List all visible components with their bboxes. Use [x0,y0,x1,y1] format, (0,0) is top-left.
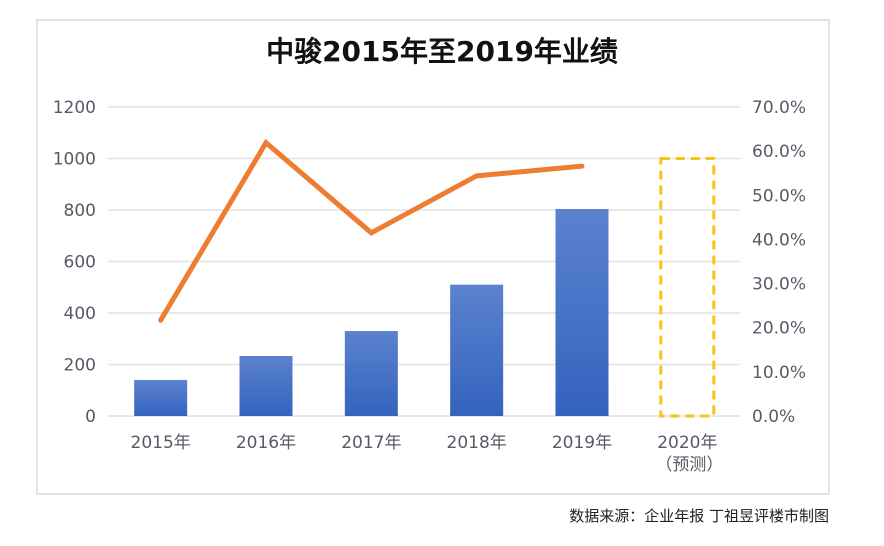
forecast-dashed-box [659,157,716,418]
left-tick-label: 1000 [53,150,96,170]
right-tick-label: 0.0% [752,407,795,427]
left-tick-label: 600 [64,253,96,273]
category-label: 2015年 [131,433,191,453]
category-label: 2020年 [657,433,717,453]
right-tick-label: 10.0% [752,363,806,383]
left-y-axis: 0 200 400 600 800 1000 1200 [53,98,96,427]
bar [239,356,293,416]
x-axis-labels: 2015年 2016年 2017年 2018年 2019年 2020年（预测） [131,433,724,475]
right-tick-label: 60.0% [752,142,806,162]
left-tick-label: 0 [85,407,96,427]
category-label: 2018年 [447,433,507,453]
right-tick-label: 50.0% [752,186,806,206]
bar-series [134,208,609,416]
right-tick-label: 70.0% [752,98,806,118]
category-label: 2016年 [236,433,296,453]
right-tick-label: 20.0% [752,319,806,339]
right-tick-label: 30.0% [752,275,806,295]
bar [134,379,188,416]
bar [344,331,398,416]
growth-line [158,138,585,323]
category-label: （预测） [655,455,723,475]
forecast-box [659,157,716,418]
category-label: 2019年 [552,433,612,453]
left-tick-label: 1200 [53,98,96,118]
gridlines [108,106,740,417]
line-series [158,138,585,323]
category-label: 2017年 [341,433,401,453]
right-y-axis: 0.0% 10.0% 20.0% 30.0% 40.0% 50.0% 60.0% 70.0% [752,98,806,427]
right-tick-label: 40.0% [752,230,806,250]
source-note: 数据来源：企业年报 丁祖昱评楼市制图 [569,507,829,525]
left-tick-label: 200 [64,356,96,376]
chart-title: 中骏2015年至2019年业绩 [266,35,618,68]
bar [450,284,504,416]
left-tick-label: 800 [64,201,96,221]
left-tick-label: 400 [64,304,96,324]
bar [555,208,609,416]
